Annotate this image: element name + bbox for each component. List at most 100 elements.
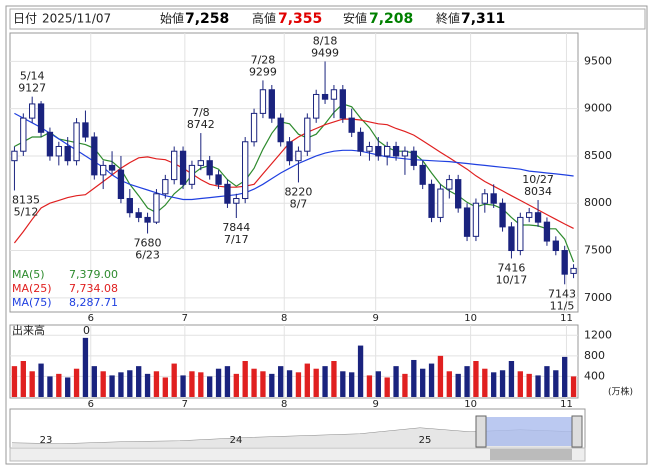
range-handle-right[interactable] [571,415,583,448]
volume-bar [20,361,26,397]
header-box [9,8,646,30]
volume-bar [482,368,488,397]
annotation-value: 7844 [222,221,250,234]
range-handle-left[interactable] [475,415,487,448]
volume-bar [136,366,142,397]
candle-body [135,212,142,218]
y-tick-label: 8000 [584,196,612,209]
candle-body [330,89,338,100]
candle-body [410,150,417,166]
candle-body [348,117,355,133]
x-tick-label: 11 [560,399,573,410]
scroll-thumb[interactable] [490,449,572,460]
candle-body [472,202,480,237]
y-tick-label: 7500 [584,244,612,257]
legend-value: 8,287.71 [69,296,118,309]
annotation-value: 9499 [311,46,339,59]
candle-body [419,164,426,185]
y-tick-label: 400 [584,369,605,382]
annotation-date: 6/23 [135,249,160,262]
legend-name: MA(25) [12,282,52,295]
range-selector[interactable] [486,417,572,446]
y-tick-label: 9000 [584,102,612,115]
legend-name: MA(75) [12,296,52,309]
volume-bar [455,373,461,397]
candle-body [392,145,400,157]
volume-bar [65,377,71,397]
volume-bar [570,376,577,397]
candle-body [188,164,196,185]
volume-bar [118,372,124,397]
volume-bar [56,373,62,397]
ma-line [13,118,574,244]
volume-bar [473,361,479,397]
header-value: 7,258 [185,11,229,27]
volume-bar [437,355,444,397]
volume-bar [127,370,133,397]
x-tick-label: 10 [464,399,477,410]
annotation-date: 10/27 [522,173,554,186]
candle-body [29,103,36,119]
volume-bar [357,345,364,397]
volume-bar [260,371,266,397]
candle-body [321,93,329,100]
volume-title: 出来高 [12,323,45,337]
navigator-label: 23 [40,435,53,446]
header-label: 終値 [436,11,460,26]
y-tick-label: 7000 [584,291,612,304]
volume-bar [224,366,231,397]
candle-body [534,212,542,223]
scrollbar[interactable] [9,447,586,462]
candle-body [446,179,453,190]
volume-bar [286,370,293,397]
candle-body [366,145,373,152]
candle-body [108,164,116,171]
candle-body [197,160,204,166]
date-label: 日付 [13,12,37,26]
candle-body [126,198,133,214]
candle-body [304,117,311,152]
volume-bar [47,376,53,397]
x-tick-label: 8 [281,399,287,410]
volume-bar [517,371,523,397]
volume-bar [189,371,195,397]
volume-bar [100,371,106,397]
volume-bar [384,377,390,397]
candle-body [375,145,382,157]
candle-body [561,250,568,275]
volume-latest: 0 [83,324,90,337]
candle-body [259,89,267,114]
candle-body [100,164,107,176]
volume-bar [251,368,257,397]
volume-bar [562,356,568,397]
header-label: 始値 [160,11,184,26]
candle-body [268,89,275,119]
candle-body [481,193,488,204]
annotation-value: 9127 [18,82,46,95]
candle-body [91,136,98,176]
volume-bar [375,371,381,397]
x-tick-label: 7 [182,399,188,410]
volume-bar [526,373,532,397]
volume-bar [340,371,346,397]
annotation-value: 8034 [524,185,552,198]
candle-body [55,145,62,157]
annotation-date: 5/12 [14,205,39,218]
volume-bar [393,366,399,397]
candle-body [313,93,320,119]
candle-body [517,216,524,252]
volume-bar [499,370,506,397]
annotation-date: 11/5 [550,299,575,312]
header-label: 高値 [252,11,276,26]
candle-body [171,150,178,181]
volume-bar [153,371,160,397]
candle-body [357,131,364,152]
volume-bar [215,368,222,397]
annotation-date: 8/18 [313,34,338,47]
candle-body [179,150,187,185]
ma-line [14,103,575,263]
navigator-label: 24 [230,435,243,446]
volume-bar [91,366,97,397]
volume-bar [464,366,470,397]
x-tick-label: 6 [88,399,94,410]
